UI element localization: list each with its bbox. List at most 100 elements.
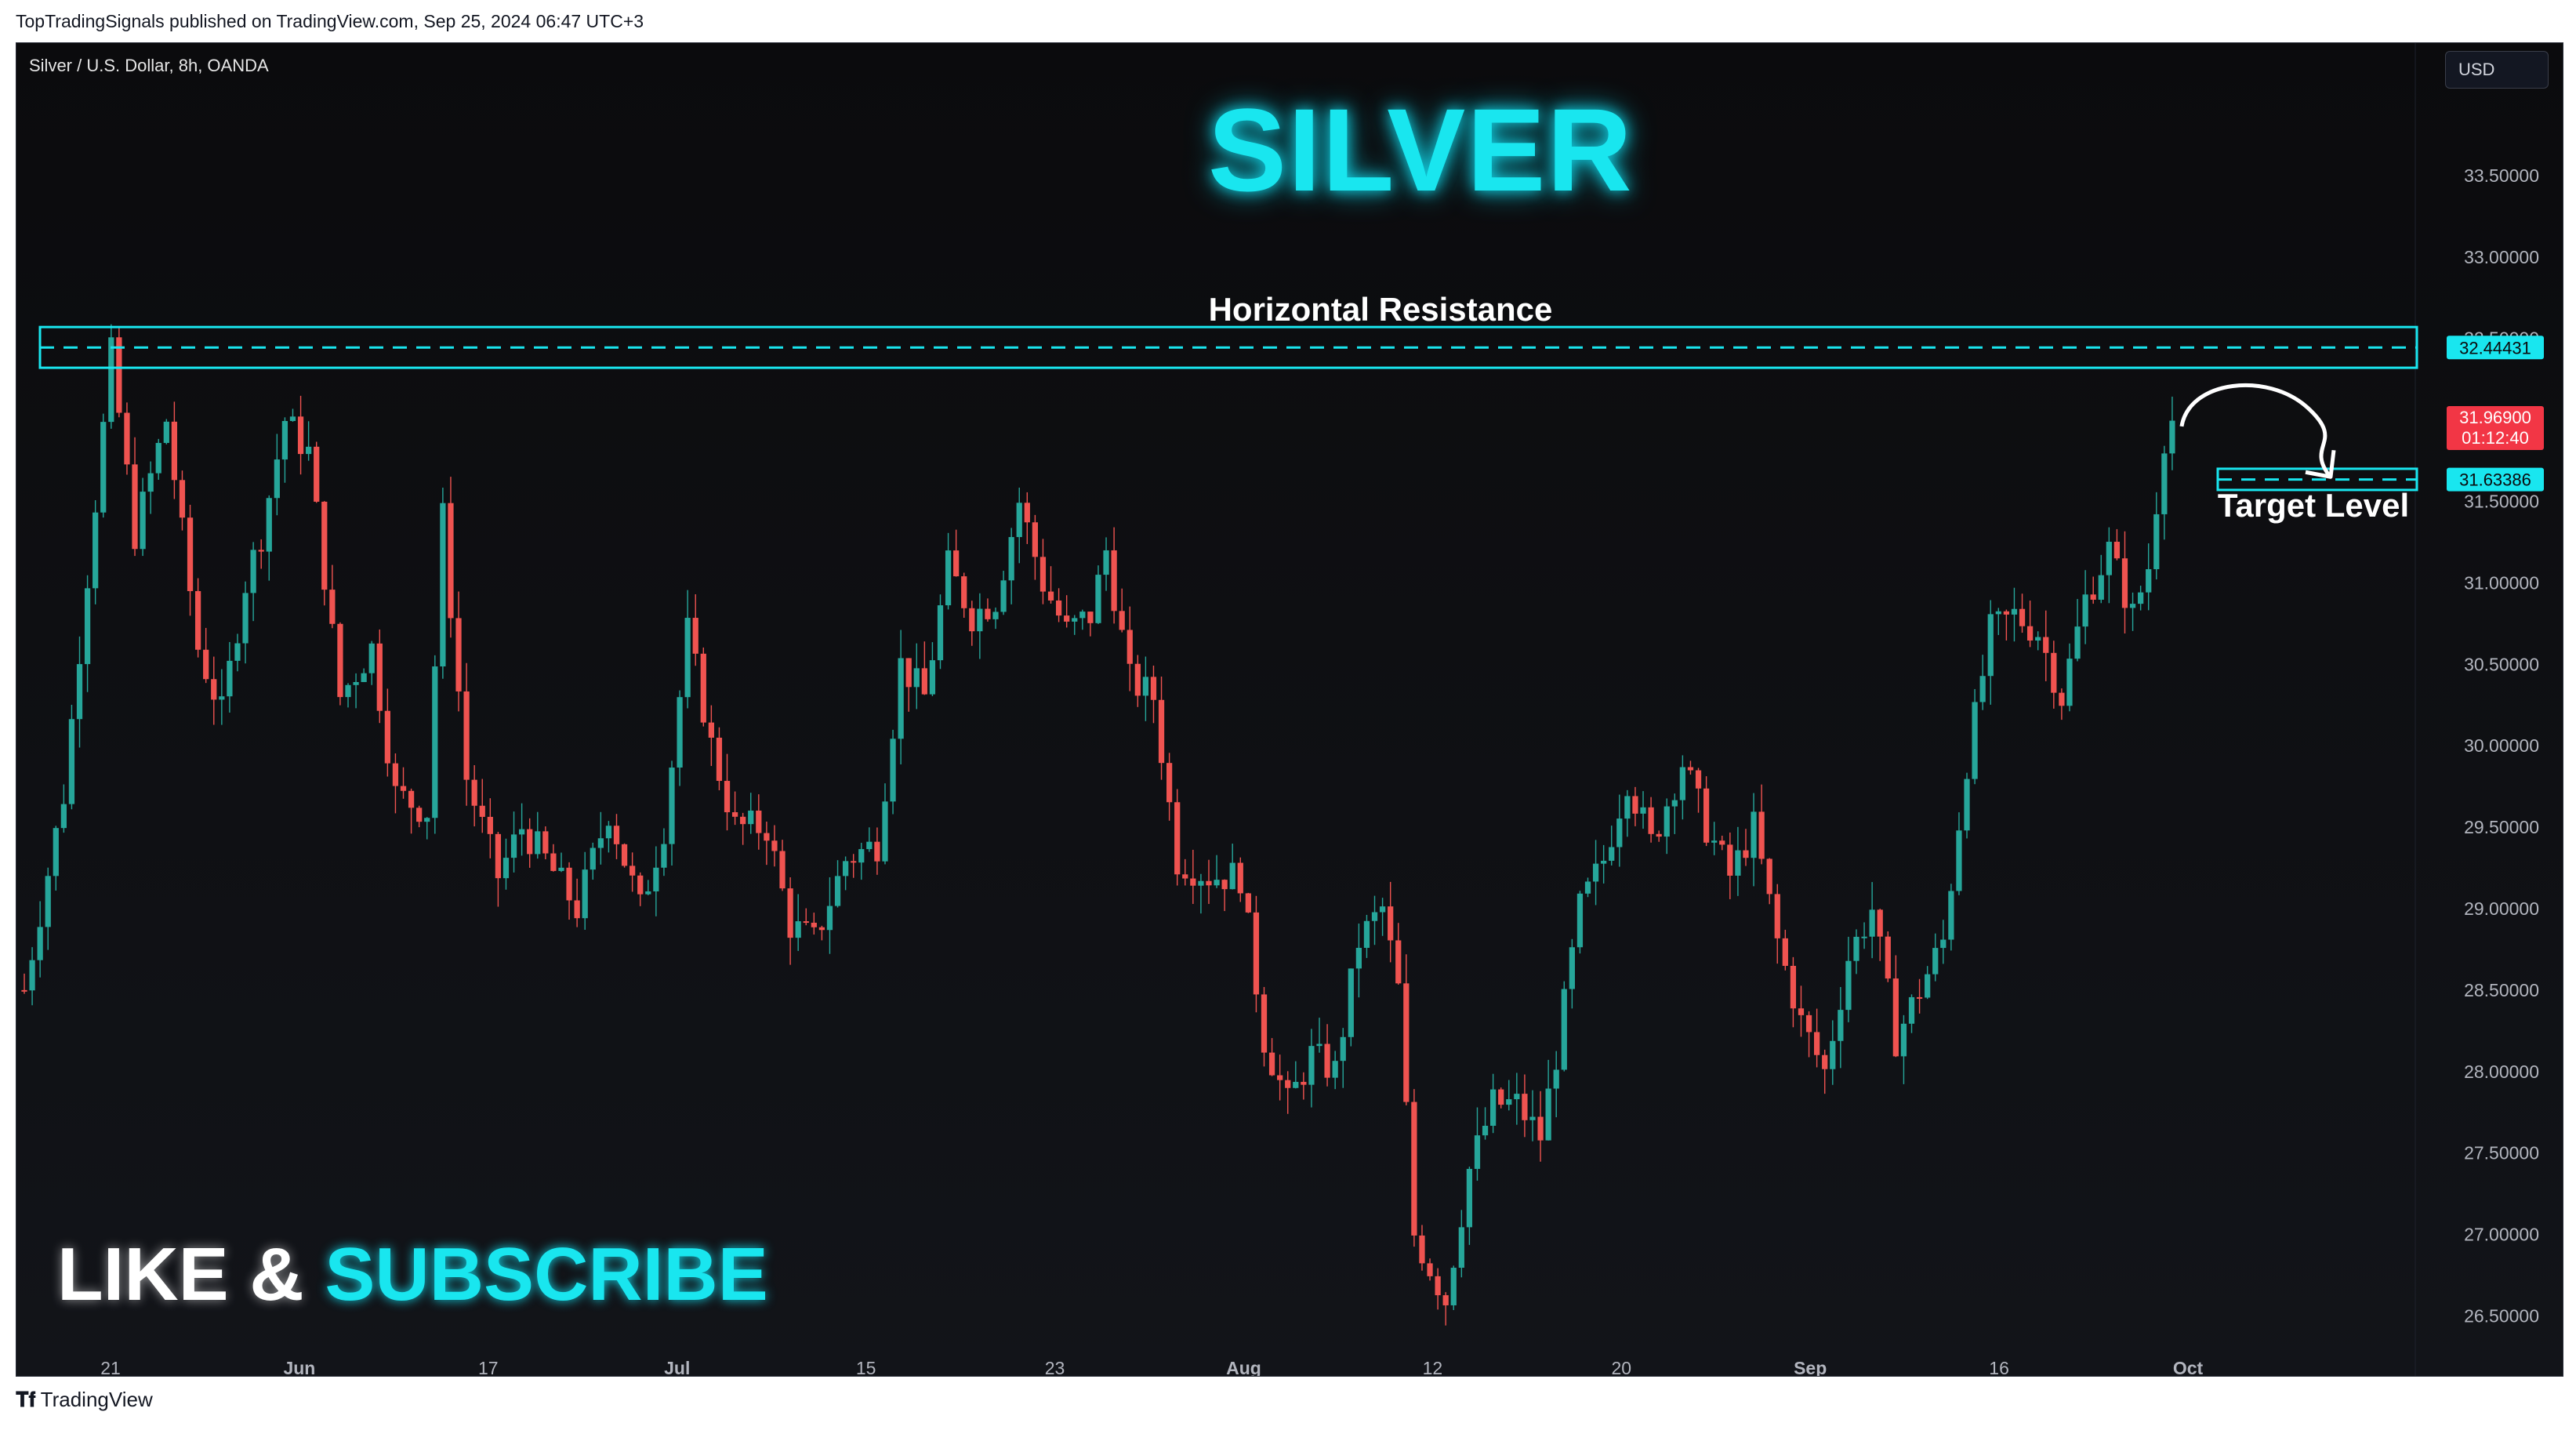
candle xyxy=(1158,676,1165,780)
candle-body xyxy=(1482,1125,1489,1136)
candle xyxy=(155,438,161,480)
candle xyxy=(574,878,580,927)
candle xyxy=(1221,879,1228,912)
candle-body xyxy=(1024,503,1030,523)
candle-body xyxy=(1703,788,1710,843)
currency-button[interactable]: USD xyxy=(2445,51,2549,89)
x-tick-label: Sep xyxy=(1794,1358,1827,1376)
candle-body xyxy=(779,851,785,889)
candle-body xyxy=(1032,522,1039,557)
candlestick-chart[interactable]: 33.5000033.0000032.5000032.0000031.50000… xyxy=(16,43,2563,1376)
candle xyxy=(1301,1072,1307,1100)
candle-body xyxy=(1790,965,1797,1009)
candle xyxy=(187,504,194,616)
candle xyxy=(108,324,114,429)
candle-body xyxy=(194,590,201,650)
candle xyxy=(2051,641,2057,709)
y-tick-label: 33.50000 xyxy=(2464,165,2539,186)
candle xyxy=(2043,610,2049,681)
candle xyxy=(2026,601,2034,648)
candle-body xyxy=(400,786,407,791)
candle-body xyxy=(503,858,510,879)
current-price-label: 31.96900 xyxy=(2459,408,2531,427)
candle xyxy=(2066,643,2073,712)
x-tick-label: Aug xyxy=(1226,1358,1261,1376)
candle-body xyxy=(2106,542,2112,575)
candle xyxy=(1561,981,1567,1072)
candle-body xyxy=(321,501,328,590)
candle-body xyxy=(1838,1010,1844,1041)
candle xyxy=(1529,1090,1536,1141)
candle-body xyxy=(1616,818,1623,847)
x-tick-label: Oct xyxy=(2173,1358,2204,1376)
candle-body xyxy=(155,442,161,474)
candle xyxy=(1679,755,1686,820)
chart-panel[interactable]: 33.5000033.0000032.5000032.0000031.50000… xyxy=(16,42,2563,1377)
y-tick-label: 27.50000 xyxy=(2464,1143,2539,1163)
candle xyxy=(1584,877,1591,898)
candle-body xyxy=(669,768,675,844)
candle-body xyxy=(605,826,612,839)
candle xyxy=(258,539,264,569)
candle-body xyxy=(890,739,896,802)
candle xyxy=(921,641,927,695)
candle-body xyxy=(1892,978,1899,1057)
candle-body xyxy=(163,421,169,443)
candle-body xyxy=(2090,594,2096,600)
candle xyxy=(455,591,462,712)
candle xyxy=(1214,855,1220,888)
candle xyxy=(1719,835,1725,851)
candle xyxy=(1632,786,1638,826)
candle xyxy=(1877,909,1883,961)
candle-body xyxy=(314,446,320,502)
candle-body xyxy=(1450,1268,1457,1305)
candle-body xyxy=(645,891,651,895)
candle xyxy=(2098,554,2104,604)
candle xyxy=(1340,1028,1346,1088)
candle xyxy=(851,854,857,878)
candle xyxy=(1845,936,1852,1022)
candle xyxy=(211,656,217,725)
candle-body xyxy=(2169,420,2175,454)
candle xyxy=(1908,994,1915,1033)
candle xyxy=(289,408,296,422)
candle-body xyxy=(1016,503,1022,538)
candle-body xyxy=(132,464,138,550)
candle xyxy=(1916,978,1923,1014)
candle xyxy=(874,827,880,875)
candle xyxy=(1616,794,1623,867)
candle xyxy=(2082,570,2088,644)
candle-body xyxy=(2003,611,2010,615)
candle xyxy=(60,784,67,833)
symbol-label[interactable]: Silver / U.S. Dollar, 8h, OANDA xyxy=(29,56,269,75)
candle-body xyxy=(2051,652,2057,693)
candle xyxy=(21,973,27,994)
candle-body xyxy=(535,831,541,855)
publish-line: TopTradingSignals published on TradingVi… xyxy=(16,11,644,31)
candle xyxy=(266,495,272,581)
candle xyxy=(1648,797,1654,843)
candle-body xyxy=(1545,1088,1551,1141)
candle-body xyxy=(289,416,296,421)
candle xyxy=(1805,1011,1812,1058)
candle-body xyxy=(1301,1081,1307,1085)
candle xyxy=(2059,688,2065,720)
candle-body xyxy=(818,927,825,931)
candle-body xyxy=(234,643,241,661)
candle xyxy=(613,814,620,859)
candle xyxy=(2106,527,2112,604)
candle-body xyxy=(1388,906,1394,941)
candle-body xyxy=(1245,893,1251,913)
candle xyxy=(463,662,470,806)
candle xyxy=(510,811,517,873)
candle xyxy=(234,633,241,672)
x-tick-label: 21 xyxy=(100,1358,121,1376)
tradingview-logo[interactable]: 𝐓𝐟 TradingView xyxy=(16,1388,153,1413)
candle xyxy=(1466,1167,1473,1245)
candle xyxy=(858,843,865,880)
candle xyxy=(905,658,912,712)
candle xyxy=(1814,1008,1820,1068)
candle xyxy=(1285,1071,1291,1114)
candle-body xyxy=(1379,906,1386,913)
projection-arrowhead-icon xyxy=(2305,449,2336,479)
